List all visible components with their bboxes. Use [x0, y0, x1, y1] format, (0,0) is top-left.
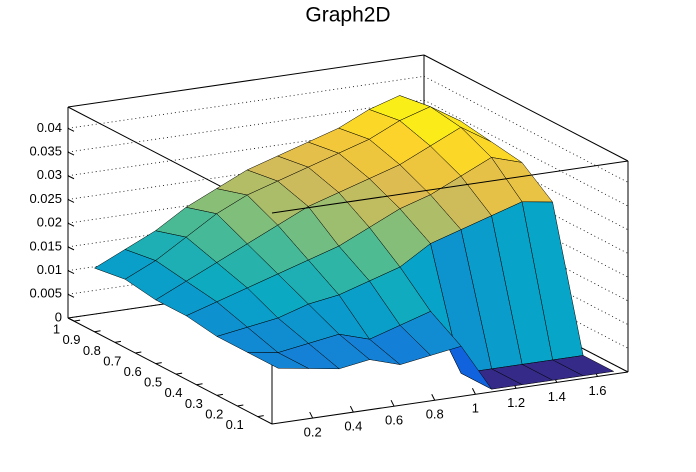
- chart-title: Graph2D: [305, 4, 390, 27]
- y-tick: [114, 340, 122, 343]
- y-tick-label: 0.7: [103, 353, 121, 368]
- x-tick-label: 0.4: [344, 419, 362, 434]
- x-tick-label: 0.8: [426, 407, 444, 422]
- x-tick-label: 1.4: [548, 389, 566, 404]
- y-tick: [155, 362, 162, 365]
- z-tick: [67, 270, 75, 275]
- z-tick-label: 0: [55, 309, 62, 324]
- z-tick-label: 0.015: [29, 238, 62, 253]
- z-tick: [67, 151, 75, 156]
- y-tick: [257, 415, 264, 418]
- x-tick: [309, 411, 314, 419]
- z-tick-label: 0.025: [29, 191, 62, 206]
- x-tick: [471, 388, 476, 395]
- box-edge: [67, 54, 425, 108]
- y-tick-label: 0.1: [226, 417, 244, 432]
- z-tick-label: 0.005: [29, 286, 62, 301]
- x-tick-label: 0.2: [304, 424, 322, 439]
- z-tick: [67, 127, 75, 132]
- z-tick: [67, 222, 75, 227]
- y-tick: [94, 330, 101, 333]
- y-tick-label: 1: [53, 322, 60, 337]
- x-tick-label: 1.6: [588, 383, 606, 398]
- z-tick-label: 0.04: [37, 120, 62, 135]
- y-tick-label: 0.2: [205, 406, 223, 421]
- x-tick-label: 1: [472, 401, 479, 416]
- z-tick-label: 0.03: [37, 167, 62, 182]
- y-tick: [74, 319, 81, 322]
- y-tick-label: 0.5: [144, 375, 162, 390]
- z-tick: [67, 246, 75, 251]
- z-tick-label: 0.035: [29, 143, 62, 158]
- y-tick-label: 0.9: [62, 332, 80, 347]
- surface-cell: [247, 352, 309, 369]
- z-tick-label: 0.02: [37, 215, 62, 230]
- z-tick: [67, 293, 75, 298]
- x-tick-label: 0.6: [385, 413, 403, 428]
- z-tick: [67, 175, 75, 180]
- y-tick-label: 0.8: [83, 343, 101, 358]
- z-tick-label: 0.01: [37, 262, 62, 277]
- y-tick-label: 0.4: [164, 385, 182, 400]
- y-tick: [216, 393, 224, 396]
- y-tick: [196, 383, 203, 386]
- x-tick: [431, 394, 436, 401]
- z-tick: [67, 199, 75, 203]
- box-edge: [423, 54, 629, 162]
- x-tick: [349, 405, 354, 413]
- x-tick-label: 1.2: [507, 395, 525, 410]
- y-tick-label: 0.3: [185, 396, 203, 411]
- y-tick: [237, 404, 244, 407]
- axis-line: [271, 371, 629, 425]
- y-tick: [176, 372, 183, 375]
- y-tick: [135, 351, 142, 354]
- x-tick: [390, 399, 395, 407]
- box-edge: [271, 160, 629, 214]
- y-tick-label: 0.6: [124, 364, 142, 379]
